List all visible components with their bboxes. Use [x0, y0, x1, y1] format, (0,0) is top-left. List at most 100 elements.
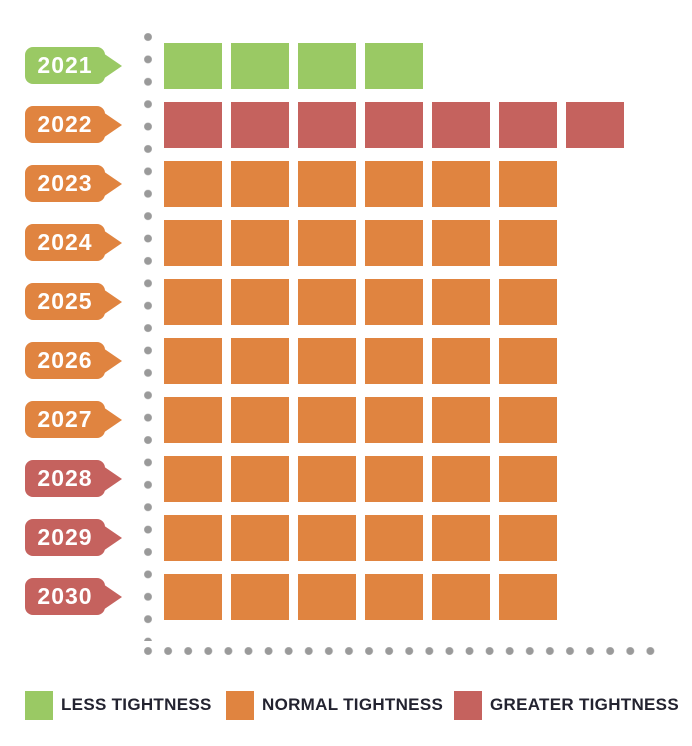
- legend-item-greater: GREATER TIGHTNESS: [454, 690, 679, 720]
- chart-row-2026: 2026: [25, 331, 624, 390]
- tightness-cell: [164, 278, 222, 325]
- legend-item-normal: NORMAL TIGHTNESS: [226, 690, 443, 720]
- tightness-cell: [231, 455, 289, 502]
- year-tag-2030: 2030: [25, 578, 105, 615]
- tightness-cell: [365, 514, 423, 561]
- legend-label: NORMAL TIGHTNESS: [262, 695, 444, 714]
- row-squares: [164, 573, 557, 620]
- tightness-cell: [164, 101, 222, 148]
- year-tag-2026: 2026: [25, 342, 105, 379]
- tightness-cell: [231, 573, 289, 620]
- row-squares: [164, 337, 557, 384]
- tightness-cell: [231, 337, 289, 384]
- chart-row-2030: 2030: [25, 567, 624, 626]
- row-squares: [164, 42, 423, 89]
- year-tag-2022: 2022: [25, 106, 105, 143]
- tightness-cell: [231, 101, 289, 148]
- tightness-cell: [231, 396, 289, 443]
- tightness-cell: [298, 396, 356, 443]
- tightness-cell: [499, 160, 557, 207]
- chart-row-2023: 2023: [25, 154, 624, 213]
- legend-swatch-greater: [454, 690, 482, 720]
- tightness-cell: [365, 455, 423, 502]
- tightness-cell: [365, 42, 423, 89]
- tightness-cell: [499, 278, 557, 325]
- tightness-cell: [365, 573, 423, 620]
- tightness-cell: [499, 514, 557, 561]
- chart-row-2021: 2021: [25, 36, 624, 95]
- tightness-cell: [499, 337, 557, 384]
- tightness-cell: [231, 42, 289, 89]
- chart-row-2024: 2024: [25, 213, 624, 272]
- chart-row-2022: 2022: [25, 95, 624, 154]
- tightness-cell: [432, 278, 490, 325]
- legend-swatch-less: [25, 690, 53, 720]
- tightness-cell: [432, 219, 490, 266]
- chart-rows: 2021 2022 2023 2024 2025 2026 2027 2028 2029 2030: [25, 36, 624, 626]
- tightness-cell: [566, 101, 624, 148]
- tightness-cell: [298, 278, 356, 325]
- row-squares: [164, 455, 557, 502]
- tightness-cell: [164, 514, 222, 561]
- row-squares: [164, 101, 624, 148]
- legend-item-less: LESS TIGHTNESS: [25, 690, 212, 720]
- tightness-cell: [432, 514, 490, 561]
- tightness-cell: [365, 219, 423, 266]
- tightness-cell: [298, 219, 356, 266]
- year-tag-2027: 2027: [25, 401, 105, 438]
- year-tag-2025: 2025: [25, 283, 105, 320]
- tightness-cell: [365, 278, 423, 325]
- y-axis-dotted-line: [144, 33, 152, 641]
- row-squares: [164, 160, 557, 207]
- chart-row-2027: 2027: [25, 390, 624, 449]
- tightness-cell: [432, 455, 490, 502]
- legend-label: LESS TIGHTNESS: [61, 695, 212, 714]
- tightness-cell: [298, 573, 356, 620]
- chart-row-2028: 2028: [25, 449, 624, 508]
- tightness-cell: [365, 396, 423, 443]
- tightness-cell: [298, 455, 356, 502]
- chart-row-2029: 2029: [25, 508, 624, 567]
- tightness-cell: [231, 514, 289, 561]
- chart-row-2025: 2025: [25, 272, 624, 331]
- tightness-cell: [365, 160, 423, 207]
- x-axis-dotted-line: [144, 647, 658, 655]
- tightness-cell: [164, 455, 222, 502]
- tightness-cell: [432, 337, 490, 384]
- row-squares: [164, 278, 557, 325]
- year-tag-2021: 2021: [25, 47, 105, 84]
- row-squares: [164, 514, 557, 561]
- year-tag-2024: 2024: [25, 224, 105, 261]
- tightness-cell: [499, 573, 557, 620]
- tightness-cell: [298, 42, 356, 89]
- tightness-cell: [164, 219, 222, 266]
- tightness-cell: [231, 278, 289, 325]
- tightness-cell: [298, 160, 356, 207]
- year-tag-2023: 2023: [25, 165, 105, 202]
- tightness-cell: [298, 101, 356, 148]
- tightness-cell: [432, 396, 490, 443]
- year-tag-2028: 2028: [25, 460, 105, 497]
- legend-label: GREATER TIGHTNESS: [490, 695, 679, 714]
- tightness-cell: [298, 337, 356, 384]
- tightness-cell: [164, 396, 222, 443]
- tightness-cell: [432, 160, 490, 207]
- tightness-cell: [432, 101, 490, 148]
- tightness-cell: [365, 101, 423, 148]
- tightness-cell: [231, 219, 289, 266]
- legend-swatch-normal: [226, 690, 254, 720]
- tightness-cell: [432, 573, 490, 620]
- row-squares: [164, 396, 557, 443]
- tightness-cell: [298, 514, 356, 561]
- tightness-cell: [164, 160, 222, 207]
- row-squares: [164, 219, 557, 266]
- tightness-cell: [231, 160, 289, 207]
- tightness-cell: [499, 219, 557, 266]
- tightness-cell: [164, 337, 222, 384]
- tightness-cell: [499, 101, 557, 148]
- tightness-cell: [164, 573, 222, 620]
- tightness-cell: [164, 42, 222, 89]
- year-tag-2029: 2029: [25, 519, 105, 556]
- tightness-cell: [365, 337, 423, 384]
